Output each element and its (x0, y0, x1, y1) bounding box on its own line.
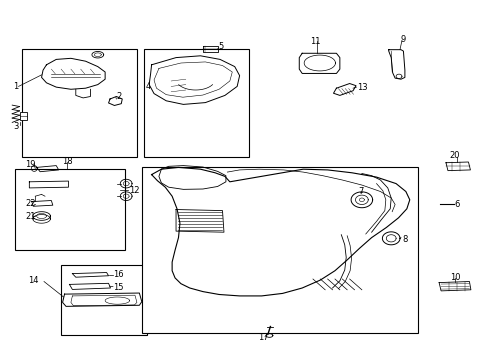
Text: 6: 6 (454, 200, 459, 209)
Bar (144, 49, 249, 157)
Bar (142, 167, 417, 333)
Text: 13: 13 (356, 83, 367, 92)
Text: 10: 10 (449, 273, 459, 282)
Text: 11: 11 (310, 37, 320, 46)
Text: 3: 3 (13, 122, 19, 131)
Text: 22: 22 (25, 199, 36, 208)
Bar (22, 49, 137, 157)
Text: 2: 2 (116, 92, 122, 101)
Text: 18: 18 (62, 157, 73, 166)
Text: 4: 4 (145, 82, 151, 91)
Text: 5: 5 (218, 42, 224, 51)
Text: 19: 19 (25, 160, 36, 169)
Bar (61, 265, 146, 335)
Text: 15: 15 (113, 283, 123, 292)
Text: 7: 7 (357, 187, 363, 196)
Bar (15, 169, 124, 250)
Text: 1: 1 (13, 82, 19, 91)
Text: 16: 16 (113, 270, 124, 279)
Text: 12: 12 (128, 186, 139, 195)
Text: 8: 8 (401, 235, 407, 243)
Text: 20: 20 (448, 151, 458, 160)
Text: 9: 9 (400, 35, 406, 44)
Bar (20, 112, 27, 120)
Text: 17: 17 (258, 333, 268, 342)
Text: 14: 14 (28, 276, 39, 285)
Text: 21: 21 (25, 212, 36, 221)
